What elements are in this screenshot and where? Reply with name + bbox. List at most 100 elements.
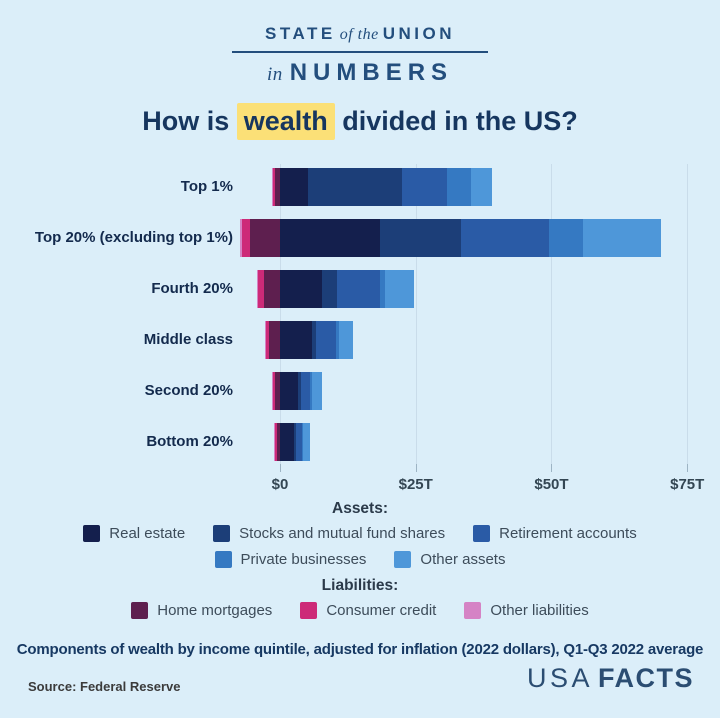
asset-segment: [401, 168, 447, 206]
chart-caption: Components of wealth by income quintile,…: [16, 641, 704, 658]
axis-tick-label: $25T: [398, 476, 433, 493]
liability-segment: [272, 372, 276, 410]
page-title: How is wealth divided in the US?: [0, 103, 720, 140]
legend-liabilities-heading: Liabilities:: [321, 577, 399, 594]
legend-swatch: [394, 551, 412, 568]
asset-segment: [379, 270, 386, 308]
axis-tick: [687, 464, 689, 472]
gridline: [551, 164, 553, 464]
asset-segment: [297, 372, 301, 410]
legend-swatch: [213, 525, 231, 542]
legend-swatch: [131, 602, 149, 619]
legend-swatch: [214, 551, 232, 568]
legend: Assets: Real estate Stocks and mutual fun…: [0, 500, 720, 628]
legend-assets-row-1: Real estate Stocks and mutual fund shares…: [0, 525, 720, 542]
asset-segment: [321, 270, 337, 308]
asset-segment: [279, 372, 298, 410]
asset-segment: [279, 321, 312, 359]
asset-segment: [279, 219, 380, 257]
asset-segment: [301, 423, 303, 461]
asset-segment: [309, 372, 313, 410]
asset-segment: [279, 423, 295, 461]
asset-segment: [471, 168, 492, 206]
category-label: Bottom 20%: [146, 433, 233, 450]
asset-segment: [302, 423, 310, 461]
asset-segment: [279, 168, 309, 206]
axis-tick-label: $75T: [670, 476, 705, 493]
legend-swatch: [300, 602, 318, 619]
logo-facts: FACTS: [597, 663, 694, 693]
legend-item: Private businesses: [214, 551, 367, 568]
brand-divider-rule: [232, 51, 488, 53]
category-label: Top 1%: [180, 178, 233, 195]
legend-item-label: Retirement accounts: [499, 525, 637, 542]
liability-segment: [277, 423, 280, 461]
legend-swatch: [473, 525, 491, 542]
gridline: [415, 164, 417, 464]
asset-segment: [379, 219, 461, 257]
brand-line2: in NUMBERS: [0, 59, 720, 87]
liability-segment: [263, 270, 280, 308]
asset-segment: [312, 372, 322, 410]
liability-segment: [241, 219, 251, 257]
chart: $0 $25T $50T $75T Top 1% Top 20% (excluding t…: [0, 164, 720, 498]
legend-swatch: [83, 525, 101, 542]
liability-segment: [239, 219, 242, 257]
legend-item: Stocks and mutual fund shares: [213, 525, 445, 542]
axis-tick: [551, 464, 553, 472]
asset-segment: [335, 321, 340, 359]
asset-segment: [385, 270, 414, 308]
legend-assets-heading: Assets:: [332, 500, 388, 517]
liability-segment: [274, 423, 278, 461]
legend-item-label: Real estate: [109, 525, 186, 542]
brand-line1: STATE of the UNION: [0, 24, 720, 44]
liability-segment: [275, 372, 280, 410]
category-label: Middle class: [143, 331, 233, 348]
liability-segment: [264, 321, 266, 359]
asset-segment: [460, 219, 549, 257]
legend-item: Other liabilities: [464, 602, 589, 619]
legend-item: Consumer credit: [300, 602, 436, 619]
liability-segment: [265, 321, 270, 359]
brand-word-state: STATE: [265, 24, 336, 43]
legend-item-label: Stocks and mutual fund shares: [239, 525, 446, 542]
category-label: Fourth 20%: [151, 280, 233, 297]
brand-word-in: in: [266, 64, 283, 85]
title-prefix: How is: [142, 106, 237, 136]
liability-segment: [274, 423, 275, 461]
liability-segment: [257, 270, 259, 308]
legend-item-label: Private businesses: [240, 551, 367, 568]
brand-word-union: UNION: [382, 24, 455, 43]
asset-segment: [339, 321, 354, 359]
liability-segment: [272, 168, 276, 206]
axis-tick-label: $50T: [534, 476, 569, 493]
axis-tick-label: $0: [271, 476, 289, 493]
legend-liabilities-row: Home mortgages Consumer credit Other liabi…: [0, 602, 720, 619]
liability-segment: [258, 270, 264, 308]
source-note: Source: Federal Reserve: [28, 679, 181, 694]
legend-assets-row-2: Private businesses Other assets: [0, 551, 720, 568]
asset-segment: [279, 270, 322, 308]
category-label: Top 20% (excluding top 1%): [34, 229, 233, 246]
gridline: [687, 164, 689, 464]
asset-segment: [308, 168, 402, 206]
bar-row: Top 20% (excluding top 1%): [0, 219, 720, 257]
liability-segment: [271, 372, 273, 410]
asset-segment: [312, 321, 316, 359]
gridline: [279, 164, 281, 464]
brand-word-ofthe: of the: [339, 26, 379, 43]
brand-word-numbers: NUMBERS: [289, 59, 454, 86]
liability-segment: [250, 219, 280, 257]
axis-tick: [279, 464, 281, 472]
legend-item: Retirement accounts: [473, 525, 637, 542]
bar-row: Top 1%: [0, 168, 720, 206]
legend-item-label: Other assets: [420, 551, 506, 568]
legend-item: Other assets: [394, 551, 505, 568]
liability-segment: [275, 168, 280, 206]
asset-segment: [300, 372, 310, 410]
title-highlighted-word: wealth: [236, 103, 335, 140]
axis-tick: [415, 464, 417, 472]
legend-item: Home mortgages: [131, 602, 272, 619]
asset-segment: [295, 423, 302, 461]
